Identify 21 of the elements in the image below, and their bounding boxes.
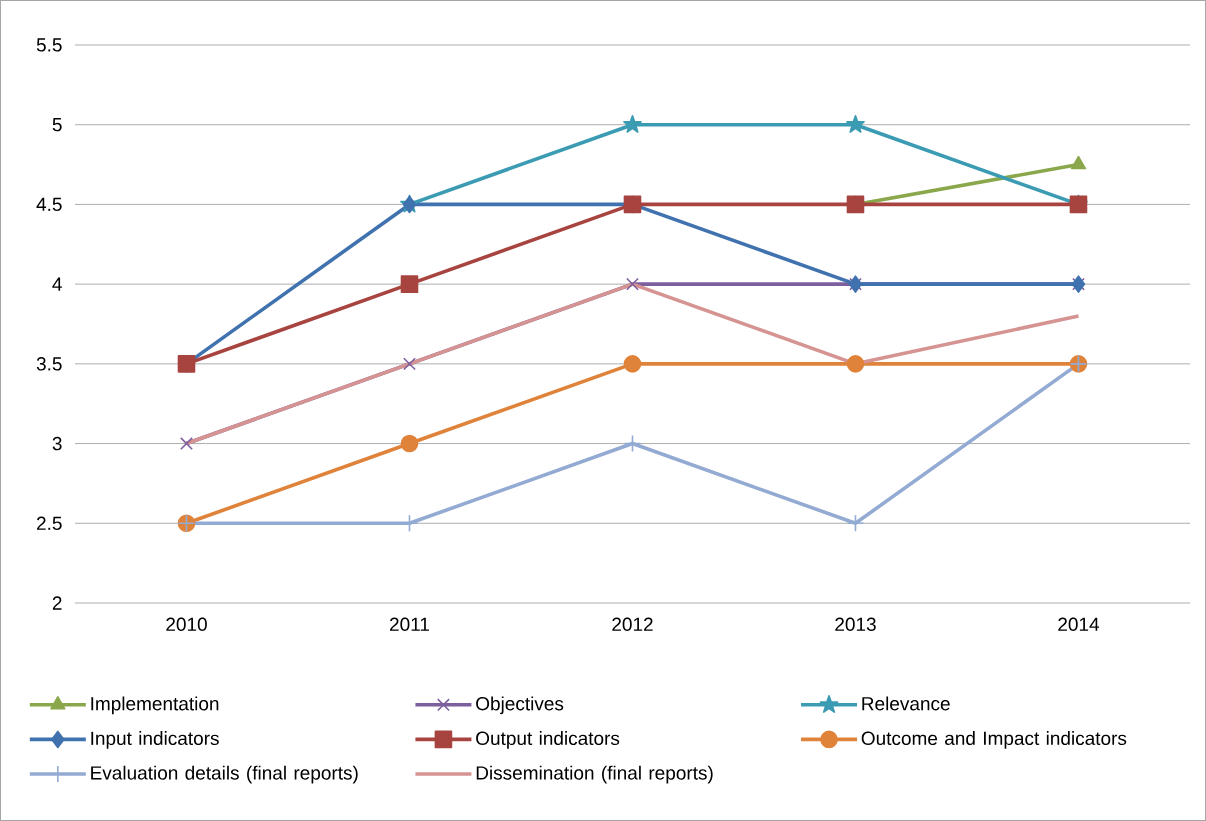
legend-label: Input indicators [91, 731, 219, 749]
y-tick-label: 2 [52, 596, 62, 610]
y-tick-label: 2.5 [37, 516, 62, 531]
x-tick-label: 2014 [1058, 617, 1100, 631]
y-tick-label: 5 [52, 118, 62, 132]
legend-label: Evaluation details (final reports) [91, 765, 358, 784]
x-tick-label: 2013 [835, 617, 876, 631]
legend-label: Objectives [476, 696, 564, 715]
y-tick-label: 3.5 [36, 357, 62, 371]
legend-label: Outcome and Impact indicators [861, 731, 1127, 749]
x-tick-label: 2012 [612, 617, 653, 631]
y-tick-label: 5.5 [36, 38, 62, 52]
x-tick-label: 2010 [166, 617, 207, 631]
x-tick-label: 2011 [390, 617, 429, 631]
legend-label: Output indicators [476, 731, 620, 749]
legend-label: Implementation [91, 696, 219, 715]
y-tick-label: 4.5 [36, 197, 62, 212]
legend-label: Dissemination (final reports) [476, 765, 713, 784]
y-tick-label: 3 [52, 436, 62, 451]
y-tick-label: 4 [52, 277, 62, 291]
legend-label: Relevance [862, 696, 950, 711]
